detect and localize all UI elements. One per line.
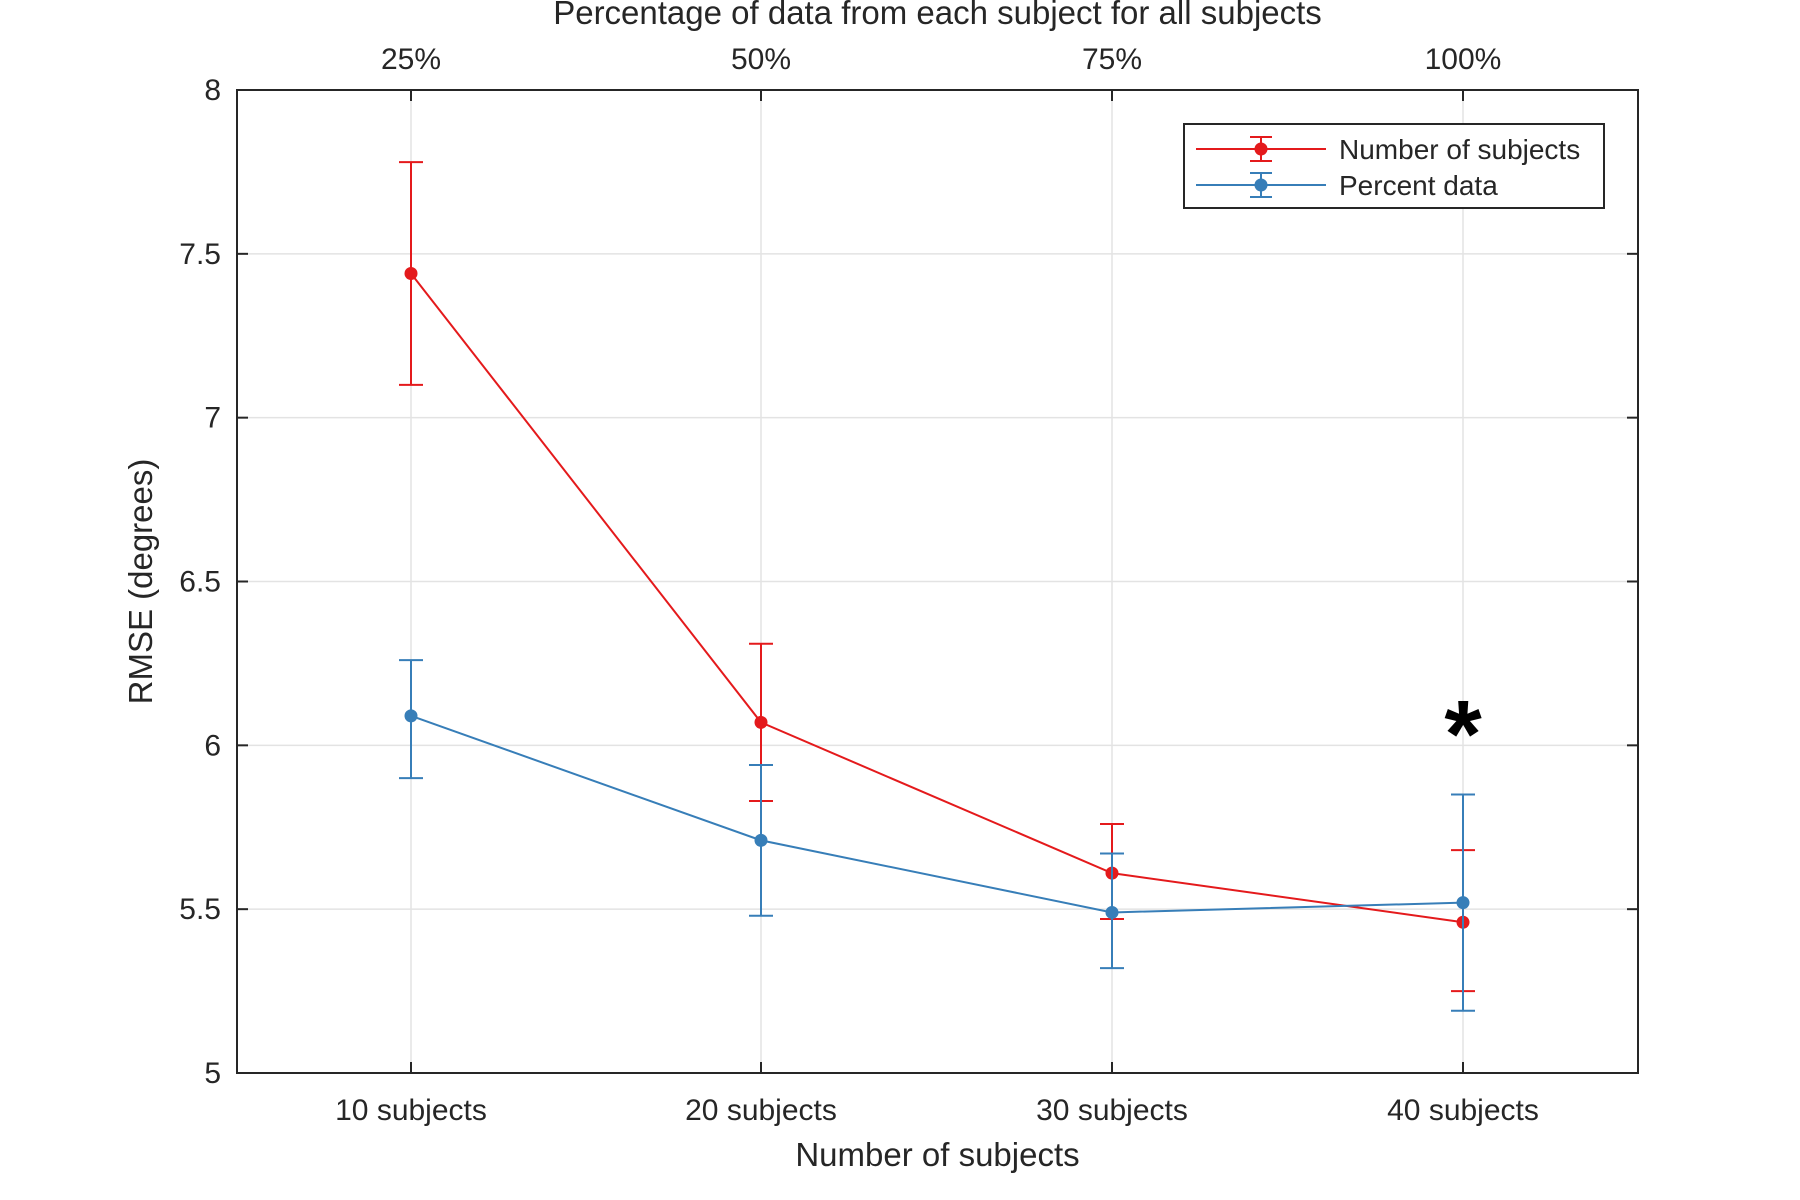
y-tick-label: 8: [204, 74, 221, 107]
legend: Number of subjects Percent data: [1183, 123, 1605, 209]
data-point: [1456, 896, 1470, 910]
series-1: [399, 659, 1475, 1012]
series-line: [410, 272, 1464, 924]
y-tick-label: 5: [204, 1057, 221, 1090]
top-tick-label: 50%: [731, 43, 791, 76]
legend-label: Number of subjects: [1339, 134, 1580, 165]
y-tick-label: 7.5: [179, 238, 221, 271]
y-tick-label: 6.5: [179, 566, 221, 599]
data-point: [754, 833, 768, 847]
legend-entry: Number of subjects: [1196, 134, 1580, 165]
tick-labels: 10 subjects 20 subjects 30 subjects 40 subj…: [179, 43, 1539, 1127]
x-tick-label: 10 subjects: [335, 1094, 487, 1127]
x-axis-title: Number of subjects: [795, 1136, 1079, 1173]
y-tick-label: 5.5: [179, 893, 221, 926]
data-point: [754, 715, 768, 729]
x-tick-label: 40 subjects: [1387, 1094, 1539, 1127]
y-axis-title: RMSE (degrees): [122, 459, 159, 705]
x-tick-label: 20 subjects: [685, 1094, 837, 1127]
top-tick-label: 25%: [381, 43, 441, 76]
legend-marker: [1254, 142, 1268, 156]
plot-frame: [236, 89, 1639, 1074]
data-point: [404, 266, 418, 280]
series-0: [399, 161, 1475, 993]
annotations: *: [1444, 681, 1482, 788]
legend-marker: [1254, 178, 1268, 192]
legend-entries: Number of subjects Percent data: [1196, 134, 1580, 201]
significance-asterisk: *: [1444, 681, 1482, 788]
top-tick-label: 100%: [1425, 43, 1502, 76]
data-point: [404, 709, 418, 723]
legend-label: Percent data: [1339, 170, 1498, 201]
top-axis-title: Percentage of data from each subject for…: [553, 0, 1322, 31]
data-point: [1105, 905, 1119, 919]
y-tick-label: 6: [204, 729, 221, 762]
legend-entry: Percent data: [1196, 170, 1498, 201]
grid: [237, 90, 1638, 1073]
y-tick-label: 7: [204, 402, 221, 435]
top-tick-label: 75%: [1082, 43, 1142, 76]
x-tick-label: 30 subjects: [1036, 1094, 1188, 1127]
series-line: [410, 714, 1464, 914]
series: [399, 161, 1475, 1012]
